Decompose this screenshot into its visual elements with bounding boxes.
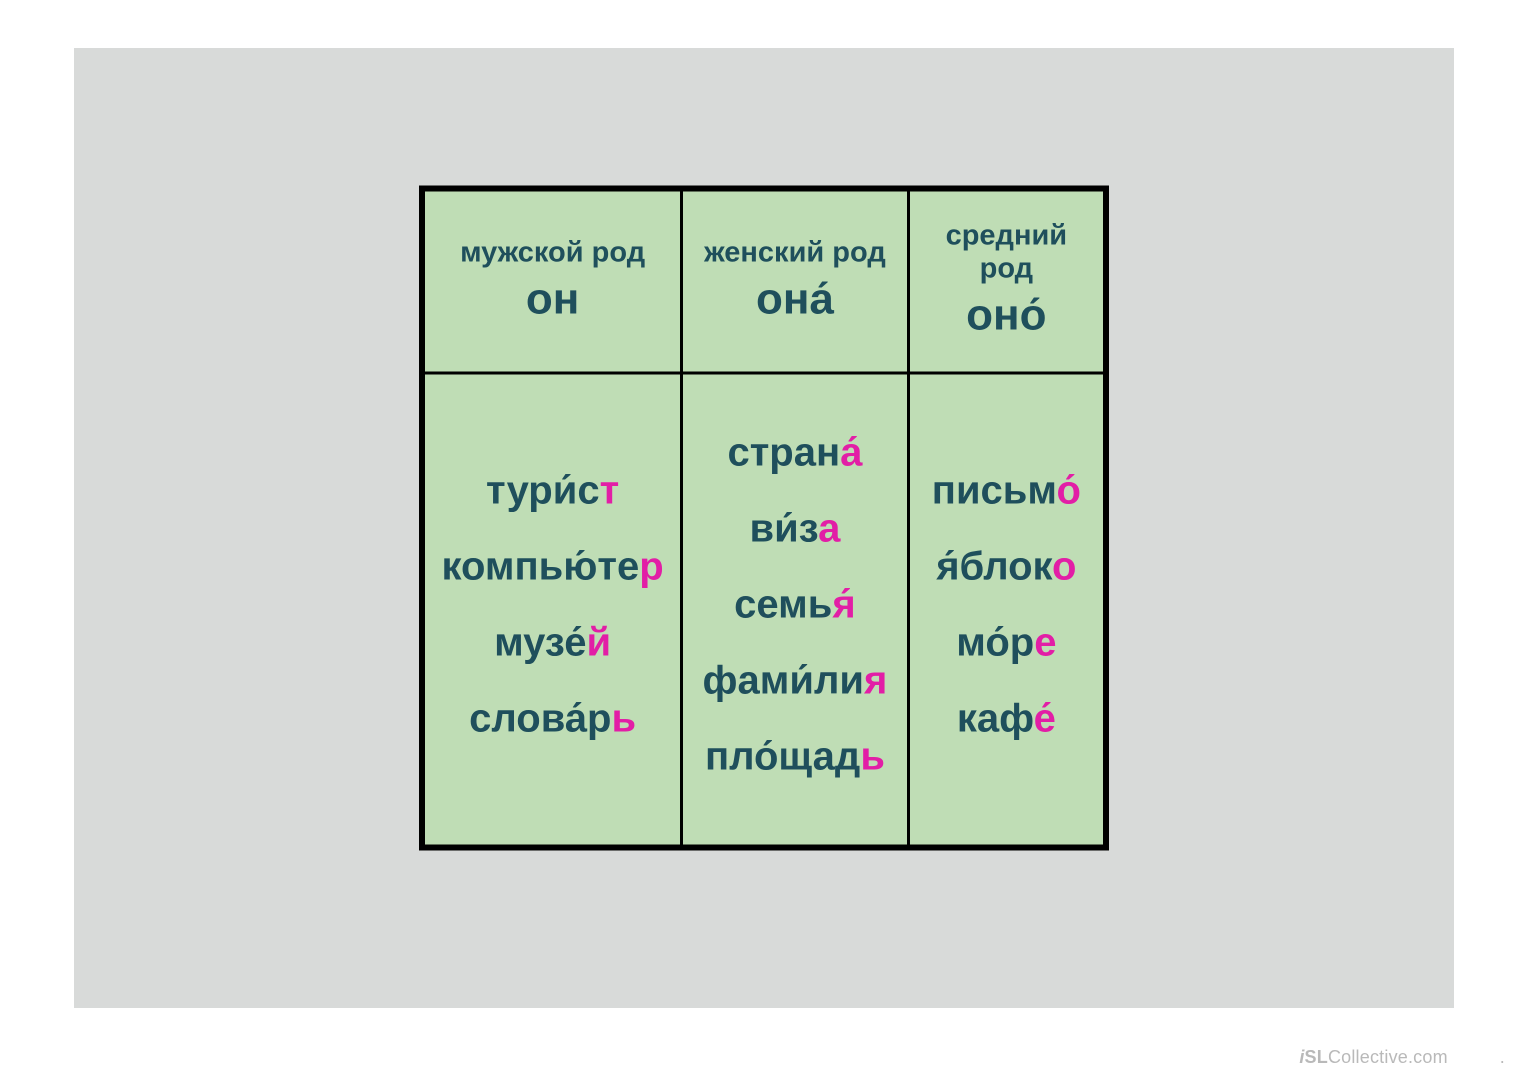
word-ending: е — [1034, 621, 1056, 665]
header-label: женский род — [693, 236, 897, 269]
word-ending: ь — [860, 735, 885, 779]
word-stem: музе́ — [494, 621, 586, 665]
word-ending: т — [600, 469, 620, 513]
word-ending: е́ — [1034, 697, 1056, 741]
word-ending: я́ — [832, 583, 855, 627]
inner-panel: мужской род он женский род она́ средний … — [74, 48, 1454, 1008]
word-stem: стран — [727, 431, 840, 475]
page: мужской род он женский род она́ средний … — [0, 0, 1527, 1080]
word: мо́ре — [920, 605, 1093, 681]
word-ending: а́ — [840, 431, 862, 475]
header-neuter: средний род оно́ — [908, 190, 1104, 373]
header-label: средний род — [920, 220, 1093, 286]
word-ending: ь — [611, 697, 636, 741]
word: ви́за — [693, 491, 897, 567]
cell-neuter: письмо́ я́блоко мо́ре кафе́ — [908, 373, 1104, 846]
watermark-rest: Collective.com — [1328, 1047, 1448, 1067]
header-pronoun: он — [435, 277, 670, 321]
word-stem: ви́з — [750, 507, 819, 551]
word-ending: а — [818, 507, 840, 551]
word: слова́рь — [435, 681, 670, 757]
cell-masculine: тури́ст компью́тер музе́й слова́рь — [424, 373, 682, 846]
word: я́блоко — [920, 529, 1093, 605]
watermark: iSLCollective.com. — [1299, 1047, 1505, 1068]
watermark-dot: . — [1500, 1047, 1505, 1067]
word: фами́лия — [693, 643, 897, 719]
word-stem: семь — [734, 583, 832, 627]
word-stem: каф — [957, 697, 1034, 741]
word-stem: тури́с — [486, 469, 600, 513]
word-ending: р — [639, 545, 663, 589]
header-feminine: женский род она́ — [682, 190, 909, 373]
word: тури́ст — [435, 453, 670, 529]
word: музе́й — [435, 605, 670, 681]
word-stem: я́блок — [936, 545, 1052, 589]
word-stem: письм — [932, 469, 1057, 513]
word: пло́щадь — [693, 719, 897, 795]
grammar-table: мужской род он женский род она́ средний … — [419, 186, 1109, 851]
header-masculine: мужской род он — [424, 190, 682, 373]
word-stem: слова́р — [469, 697, 611, 741]
word-stem: пло́щад — [705, 735, 860, 779]
word: кафе́ — [920, 681, 1093, 757]
word-ending: й — [586, 621, 611, 665]
watermark-sl: SL — [1305, 1047, 1328, 1067]
word-ending: о — [1052, 545, 1076, 589]
word-stem: мо́р — [956, 621, 1034, 665]
word-stem: фами́ли — [703, 659, 864, 703]
cell-feminine: страна́ ви́за семья́ фами́лия пло́щадь — [682, 373, 909, 846]
header-pronoun: оно́ — [920, 294, 1093, 338]
word: письмо́ — [920, 453, 1093, 529]
word: страна́ — [693, 415, 897, 491]
word: компью́тер — [435, 529, 670, 605]
word-stem: компью́те — [442, 545, 640, 589]
header-label: мужской род — [435, 236, 670, 269]
word-ending: я — [864, 659, 887, 703]
table: мужской род он женский род она́ средний … — [422, 189, 1106, 848]
word: семья́ — [693, 567, 897, 643]
header-pronoun: она́ — [693, 277, 897, 321]
word-ending: о́ — [1056, 469, 1080, 513]
